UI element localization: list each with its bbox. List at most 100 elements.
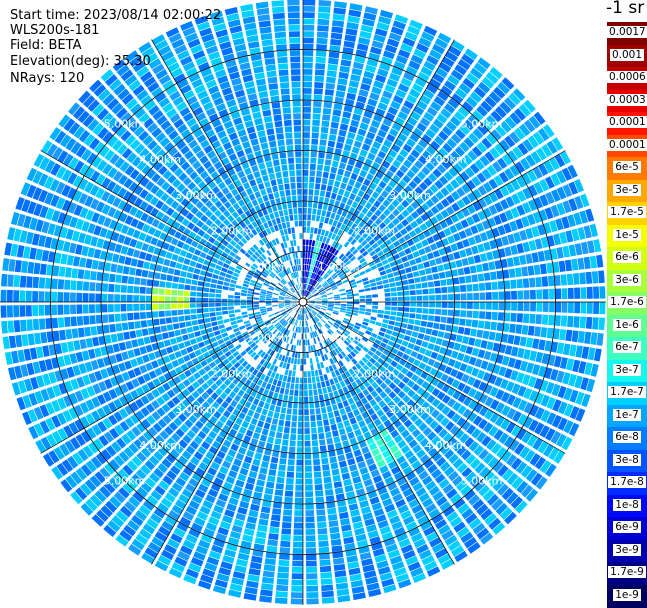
range-bin xyxy=(544,176,555,189)
range-bin xyxy=(140,278,147,286)
range-bin xyxy=(362,564,375,573)
range-bin xyxy=(381,160,391,169)
range-bin xyxy=(290,311,295,316)
range-bin xyxy=(575,345,583,358)
range-bin xyxy=(268,533,279,540)
range-bin xyxy=(223,281,230,287)
range-bin xyxy=(284,496,293,504)
range-bin xyxy=(266,348,273,355)
range-bin xyxy=(352,339,359,345)
range-bin xyxy=(35,439,47,454)
range-bin xyxy=(416,100,428,110)
range-bin xyxy=(254,271,261,277)
range-bin xyxy=(420,411,430,421)
range-bin xyxy=(571,330,579,343)
range-bin xyxy=(347,561,360,569)
range-bin xyxy=(268,430,276,438)
range-bin xyxy=(509,131,521,144)
range-bin xyxy=(424,349,433,357)
range-bin xyxy=(174,460,185,470)
range-bin xyxy=(16,396,26,411)
range-bin xyxy=(462,77,475,90)
range-bin xyxy=(344,233,351,241)
range-bin xyxy=(123,524,136,537)
range-bin xyxy=(211,231,219,239)
range-bin xyxy=(128,181,139,192)
range-bin xyxy=(363,380,371,388)
range-bin xyxy=(294,293,299,298)
range-bin xyxy=(303,75,313,82)
range-bin xyxy=(356,319,363,324)
range-bin xyxy=(529,453,541,466)
range-bin xyxy=(270,384,276,392)
range-bin xyxy=(510,179,521,191)
range-bin xyxy=(422,427,432,437)
range-bin xyxy=(345,392,352,399)
range-bin xyxy=(63,395,73,407)
range-bin xyxy=(199,238,207,246)
range-bin xyxy=(13,228,22,242)
range-bin xyxy=(568,181,579,195)
range-bin xyxy=(226,503,237,512)
range-bin xyxy=(158,480,170,491)
range-bin xyxy=(248,366,255,373)
range-bin xyxy=(79,207,89,219)
range-bin xyxy=(359,169,368,178)
range-bin xyxy=(455,128,466,140)
range-bin xyxy=(372,298,379,302)
range-bin xyxy=(432,118,444,129)
range-bin xyxy=(385,345,393,352)
range-bin xyxy=(555,288,562,300)
range-bin xyxy=(194,517,206,527)
range-bin xyxy=(545,463,557,477)
range-bin xyxy=(207,406,216,415)
range-bin xyxy=(340,324,347,329)
range-bin xyxy=(321,381,326,388)
range-bin xyxy=(177,309,184,316)
range-bin xyxy=(421,555,435,566)
range-bin xyxy=(359,30,372,39)
range-bin xyxy=(430,351,438,360)
range-bin xyxy=(243,280,250,285)
range-bin xyxy=(281,355,286,362)
range-bin xyxy=(186,192,195,201)
range-bin xyxy=(116,264,124,274)
range-bin xyxy=(513,232,522,243)
range-bin xyxy=(235,479,245,488)
range-bin xyxy=(399,482,410,492)
range-bin xyxy=(189,260,197,267)
range-bin xyxy=(339,344,345,351)
range-bin xyxy=(228,291,235,295)
range-bin xyxy=(270,316,276,321)
range-bin xyxy=(400,323,408,329)
range-bin xyxy=(408,180,418,190)
range-bin xyxy=(367,152,376,161)
range-bin xyxy=(198,324,206,330)
range-bin xyxy=(192,400,201,409)
range-bin xyxy=(122,464,134,476)
range-bin xyxy=(292,295,298,299)
range-bin xyxy=(295,313,299,320)
range-bin xyxy=(311,266,315,272)
range-bin xyxy=(293,294,298,299)
range-bin xyxy=(424,267,432,275)
range-bin xyxy=(514,108,527,121)
range-bin xyxy=(303,119,311,126)
range-bin xyxy=(340,292,346,296)
range-bin xyxy=(157,446,168,457)
range-bin xyxy=(344,356,351,363)
range-bin xyxy=(325,312,332,316)
range-bin xyxy=(580,287,587,299)
range-bin xyxy=(221,239,229,247)
range-bin xyxy=(265,396,272,404)
range-bin xyxy=(399,164,409,174)
range-bin xyxy=(383,283,390,289)
range-bin xyxy=(418,362,427,370)
range-bin xyxy=(427,343,435,351)
range-bin xyxy=(171,316,179,323)
range-bin xyxy=(583,225,592,239)
range-bin xyxy=(195,210,204,219)
range-bin xyxy=(259,302,266,305)
range-bin xyxy=(7,274,14,287)
range-bin xyxy=(346,308,353,312)
